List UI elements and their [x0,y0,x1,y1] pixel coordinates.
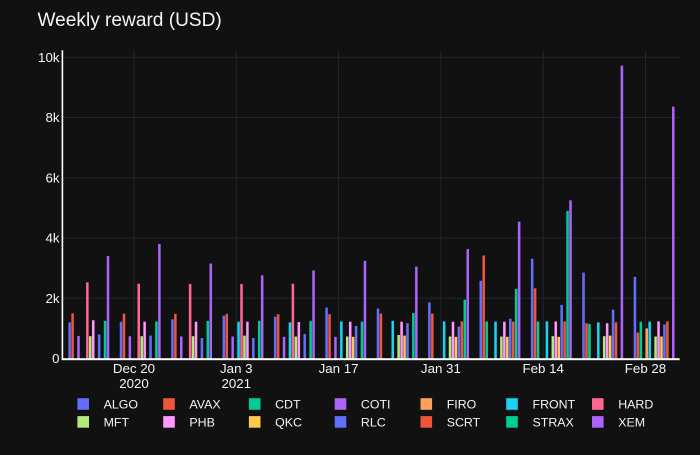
svg-text:Dec 20: Dec 20 [113,361,155,376]
svg-text:2021: 2021 [222,376,252,391]
svg-text:CDT: CDT [275,397,301,411]
svg-text:4k: 4k [45,231,59,246]
svg-text:Jan 31: Jan 31 [421,361,461,376]
svg-text:AVAX: AVAX [189,397,220,411]
svg-text:0: 0 [52,351,59,366]
svg-text:RLC: RLC [361,415,386,429]
svg-text:Jan 17: Jan 17 [319,361,359,376]
svg-text:2020: 2020 [119,376,149,391]
svg-text:8k: 8k [45,110,59,125]
svg-text:PHB: PHB [189,415,214,429]
svg-text:HARD: HARD [618,397,653,411]
svg-text:COTI: COTI [361,397,391,411]
svg-text:Weekly reward (USD): Weekly reward (USD) [38,10,222,31]
svg-text:Jan 3: Jan 3 [220,361,253,376]
svg-text:STRAX: STRAX [533,415,574,429]
svg-text:XEM: XEM [618,415,645,429]
svg-text:QKC: QKC [275,415,302,429]
svg-text:Feb 28: Feb 28 [625,361,666,376]
svg-text:FRONT: FRONT [533,397,576,411]
svg-text:6k: 6k [45,170,59,185]
svg-text:Feb 14: Feb 14 [522,361,563,376]
svg-text:MFT: MFT [104,415,130,429]
svg-text:SCRT: SCRT [447,415,481,429]
svg-text:FIRO: FIRO [447,397,477,411]
svg-text:2k: 2k [45,291,59,306]
svg-text:10k: 10k [38,50,60,65]
svg-text:ALGO: ALGO [104,397,139,411]
